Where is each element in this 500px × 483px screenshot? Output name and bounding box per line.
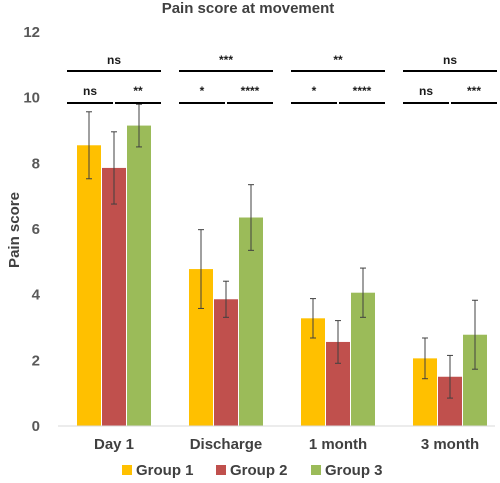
legend-swatch: [311, 465, 321, 475]
significance-label: ns: [443, 53, 457, 67]
legend-swatch: [122, 465, 132, 475]
bar-group-1: [77, 145, 101, 426]
error-bars: [86, 103, 478, 399]
significance-label: ns: [419, 84, 433, 98]
significance-label: ***: [219, 53, 233, 67]
y-tick-label: 0: [32, 418, 40, 435]
y-tick-label: 4: [32, 287, 41, 304]
bar-series: [77, 125, 487, 426]
significance-label: ***: [467, 84, 481, 98]
bar-group-3: [127, 125, 151, 426]
legend: Group 1 Group 2 Group 3: [122, 462, 383, 479]
significance-label: ****: [241, 84, 260, 98]
bar-group-2: [102, 167, 126, 426]
y-tick-label: 10: [23, 90, 40, 107]
x-axis-labels: Day 1 Discharge 1 month 3 month: [94, 436, 479, 453]
y-axis-ticks: 0 2 4 6 8 10 12: [23, 24, 40, 435]
significance-label: ns: [83, 84, 97, 98]
x-tick-label: Discharge: [190, 436, 263, 453]
y-tick-label: 2: [32, 352, 40, 369]
y-tick-label: 8: [32, 155, 40, 172]
x-tick-label: Day 1: [94, 436, 134, 453]
y-axis-title: Pain score: [6, 192, 23, 268]
legend-label: Group 2: [230, 462, 288, 479]
legend-label: Group 1: [136, 462, 194, 479]
x-tick-label: 1 month: [309, 436, 367, 453]
significance-label: ****: [353, 84, 372, 98]
legend-label: Group 3: [325, 462, 383, 479]
bar-group-2: [214, 299, 238, 426]
legend-swatch: [216, 465, 226, 475]
significance-label: **: [333, 53, 343, 67]
y-tick-label: 12: [23, 24, 40, 41]
significance-label: *: [312, 84, 317, 98]
bar-group-3: [239, 217, 263, 426]
x-tick-label: 3 month: [421, 436, 479, 453]
y-tick-label: 6: [32, 221, 40, 238]
significance-label: *: [200, 84, 205, 98]
significance-label: **: [133, 84, 143, 98]
significance-label: ns: [107, 53, 121, 67]
chart-title: Pain score at movement: [162, 0, 335, 17]
